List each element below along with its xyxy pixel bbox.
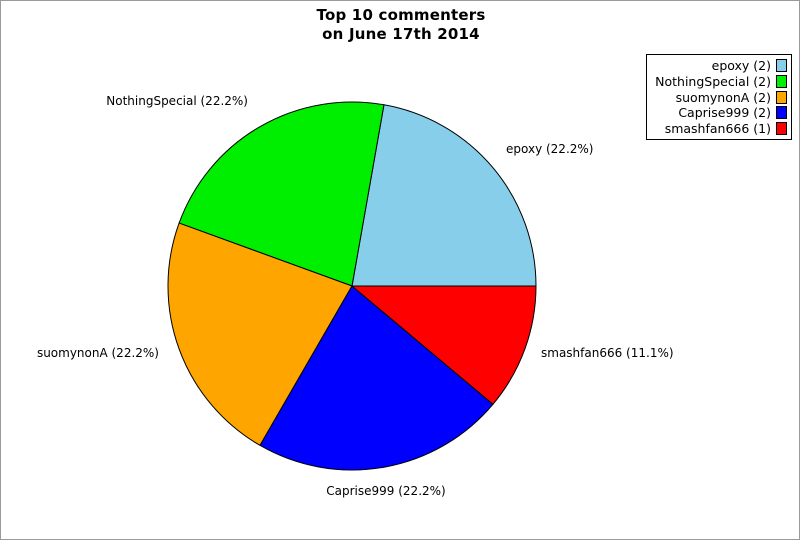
legend-item-label: smashfan666 (1)	[664, 121, 771, 136]
legend-item-epoxy: epoxy (2)	[650, 58, 787, 73]
pie-slice-label-epoxy: epoxy (22.2%)	[506, 142, 594, 156]
legend-item-label: NothingSpecial (2)	[655, 73, 771, 89]
legend: epoxy (2) NothingSpecial (2) suomynonA (2)…	[646, 54, 792, 140]
pie-slice-label-Caprise999: Caprise999 (22.2%)	[326, 484, 446, 498]
chart-title-line2: on June 17th 2014	[322, 25, 480, 43]
legend-item-Caprise999: Caprise999 (2)	[650, 105, 787, 120]
pie-slice-label-smashfan666: smashfan666 (11.1%)	[541, 346, 674, 360]
chart-title-line1: Top 10 commenters	[316, 6, 486, 24]
legend-swatch-smashfan666	[776, 122, 787, 135]
chart-title: Top 10 commenters on June 17th 2014	[1, 6, 799, 44]
pie-slice-epoxy	[351, 104, 537, 287]
pie-slice-suomynonA	[167, 222, 353, 446]
pie-slice-smashfan666	[351, 285, 537, 405]
legend-item-label: epoxy (2)	[711, 58, 771, 73]
legend-item-NothingSpecial: NothingSpecial (2)	[650, 74, 787, 89]
legend-item-smashfan666: smashfan666 (1)	[650, 121, 787, 136]
pie-slice-label-NothingSpecial: NothingSpecial (22.2%)	[106, 94, 248, 108]
legend-swatch-Caprise999	[776, 106, 787, 120]
pie-slice-label-suomynonA: suomynonA (22.2%)	[36, 346, 159, 360]
legend-item-suomynonA: suomynonA (2)	[650, 90, 787, 105]
legend-item-label: suomynonA (2)	[675, 89, 771, 105]
legend-item-label: Caprise999 (2)	[678, 105, 771, 121]
legend-swatch-suomynonA	[776, 90, 787, 104]
pie-slice-NothingSpecial	[178, 101, 385, 287]
legend-swatch-epoxy	[776, 59, 787, 72]
legend-swatch-NothingSpecial	[776, 74, 787, 88]
pie-slice-Caprise999	[259, 285, 494, 471]
